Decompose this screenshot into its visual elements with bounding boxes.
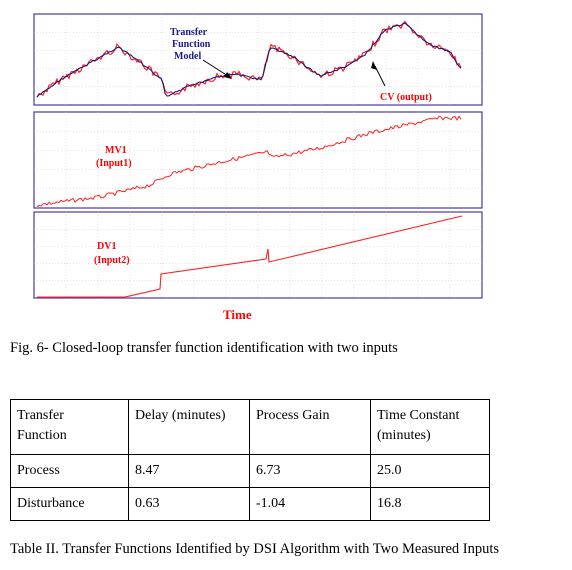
- header-delay: Delay (minutes): [128, 399, 250, 455]
- header-time-constant: Time Constant (minutes): [370, 399, 490, 455]
- table-header-row: Transfer Function Delay (minutes) Proces…: [10, 399, 490, 455]
- table-cell: Process: [10, 454, 129, 488]
- cv-label: CV (output): [380, 92, 432, 103]
- model-label-line2: Function: [172, 39, 211, 50]
- cv-output-signal: [36, 20, 462, 98]
- header-time-constant-text: Time Constant (minutes): [377, 408, 460, 443]
- table-cell: 0.63: [128, 487, 250, 521]
- table-caption: Table II. Transfer Functions Identified …: [10, 541, 500, 557]
- header-delay-text: Delay (minutes): [135, 408, 226, 423]
- cv-label-arrowhead: [371, 61, 377, 70]
- model-label-arrow: [202, 59, 229, 77]
- x-axis-label: Time: [223, 307, 252, 322]
- figure-fig6: Transfer Function Model CV (output) MV1 …: [33, 13, 483, 322]
- table-cell: 6.73: [249, 454, 371, 488]
- model-label-line1: Transfer: [170, 27, 208, 38]
- dv1-label-line1: DV1: [97, 241, 116, 252]
- table-cell: Disturbance: [10, 487, 129, 521]
- transfer-function-table: Transfer Function Delay (minutes) Proces…: [10, 399, 490, 521]
- header-transfer-function-text: Transfer Function: [17, 408, 67, 443]
- mv1-label-line1: MV1: [105, 145, 127, 156]
- figure-caption: Fig. 6- Closed-loop transfer function id…: [10, 340, 398, 356]
- header-transfer-function: Transfer Function: [10, 399, 129, 455]
- table-cell: 8.47: [128, 454, 250, 488]
- header-process-gain-text: Process Gain: [256, 408, 330, 423]
- model-label-arrowhead: [224, 72, 232, 79]
- table-row: Process 8.47 6.73 25.0: [10, 454, 490, 488]
- mv1-label-line2: (Input1): [96, 158, 132, 169]
- table-cell: -1.04: [249, 487, 371, 521]
- table-row: Disturbance 0.63 -1.04 16.8: [10, 487, 490, 521]
- table-cell: 16.8: [370, 487, 490, 521]
- cv-model-line: [36, 22, 462, 98]
- dv1-label-line2: (Input2): [94, 255, 130, 266]
- mv1-input1-signal: [36, 115, 462, 208]
- table-cell: 25.0: [370, 454, 490, 488]
- header-process-gain: Process Gain: [249, 399, 371, 455]
- model-label-line3: Model: [174, 51, 201, 62]
- dv1-input2-signal: [37, 215, 463, 298]
- grid-lines: [34, 14, 482, 298]
